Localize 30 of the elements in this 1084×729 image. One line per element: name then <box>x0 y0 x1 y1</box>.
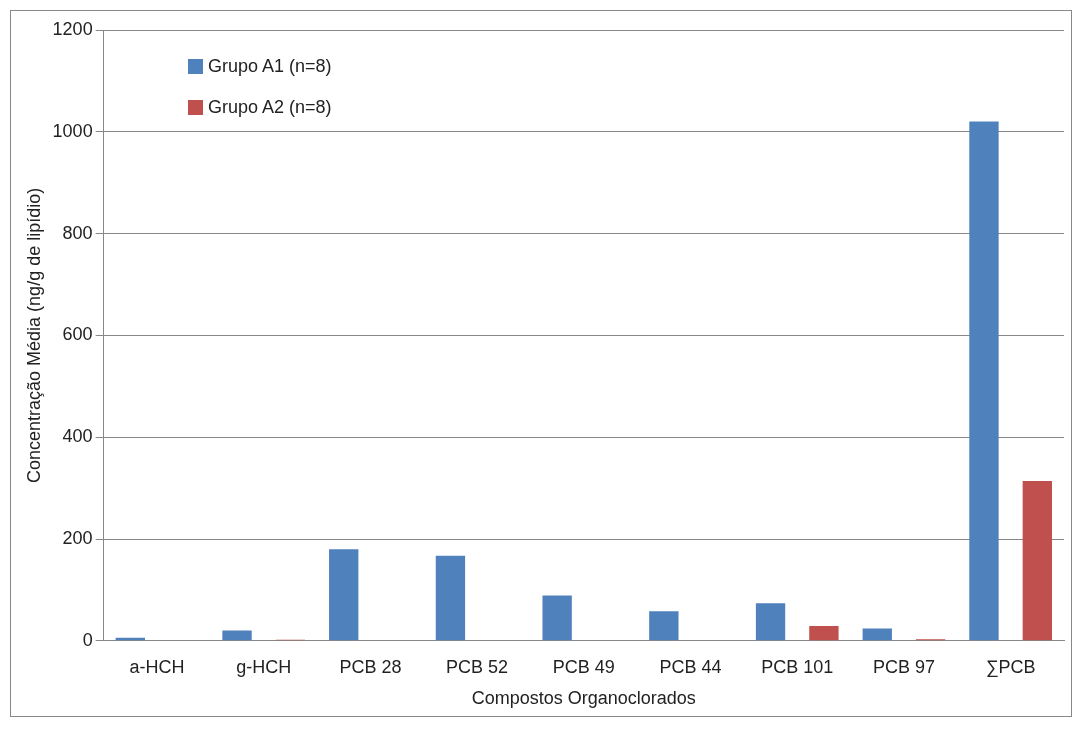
x-tick-label: PCB 49 <box>552 656 615 677</box>
bar <box>809 626 839 641</box>
y-tick-label: 800 <box>62 222 93 243</box>
bar <box>329 549 359 641</box>
y-axis-title: Concentração Média (ng/g de lipídio) <box>23 187 44 483</box>
bar <box>542 595 572 641</box>
y-tick-label: 1000 <box>52 120 93 141</box>
x-tick-label: PCB 44 <box>659 656 722 677</box>
y-tick-label: 1200 <box>52 18 93 39</box>
x-tick-label: g-HCH <box>236 656 292 677</box>
bar <box>222 630 252 641</box>
bar <box>435 555 466 641</box>
bar <box>969 121 999 641</box>
y-tick-label: 600 <box>62 324 93 345</box>
y-tick-label: 0 <box>82 629 93 650</box>
bar <box>755 603 786 641</box>
bar <box>649 611 679 641</box>
y-tick-label: 200 <box>62 527 93 548</box>
x-axis-title: Compostos Organoclorados <box>471 688 696 709</box>
x-tick-label: PCB 97 <box>872 656 935 677</box>
bar <box>1022 480 1052 641</box>
x-tick-label: PCB 101 <box>761 656 834 677</box>
x-tick-label: PCB 28 <box>339 656 402 677</box>
legend-label: Grupo A2 (n=8) <box>208 97 332 118</box>
bar <box>862 628 892 641</box>
x-tick-label: ∑PCB <box>985 656 1036 677</box>
x-tick-label: a-HCH <box>129 656 185 677</box>
y-tick-label: 400 <box>62 426 93 447</box>
legend-label: Grupo A1 (n=8) <box>208 56 332 77</box>
x-tick-label: PCB 52 <box>446 656 509 677</box>
